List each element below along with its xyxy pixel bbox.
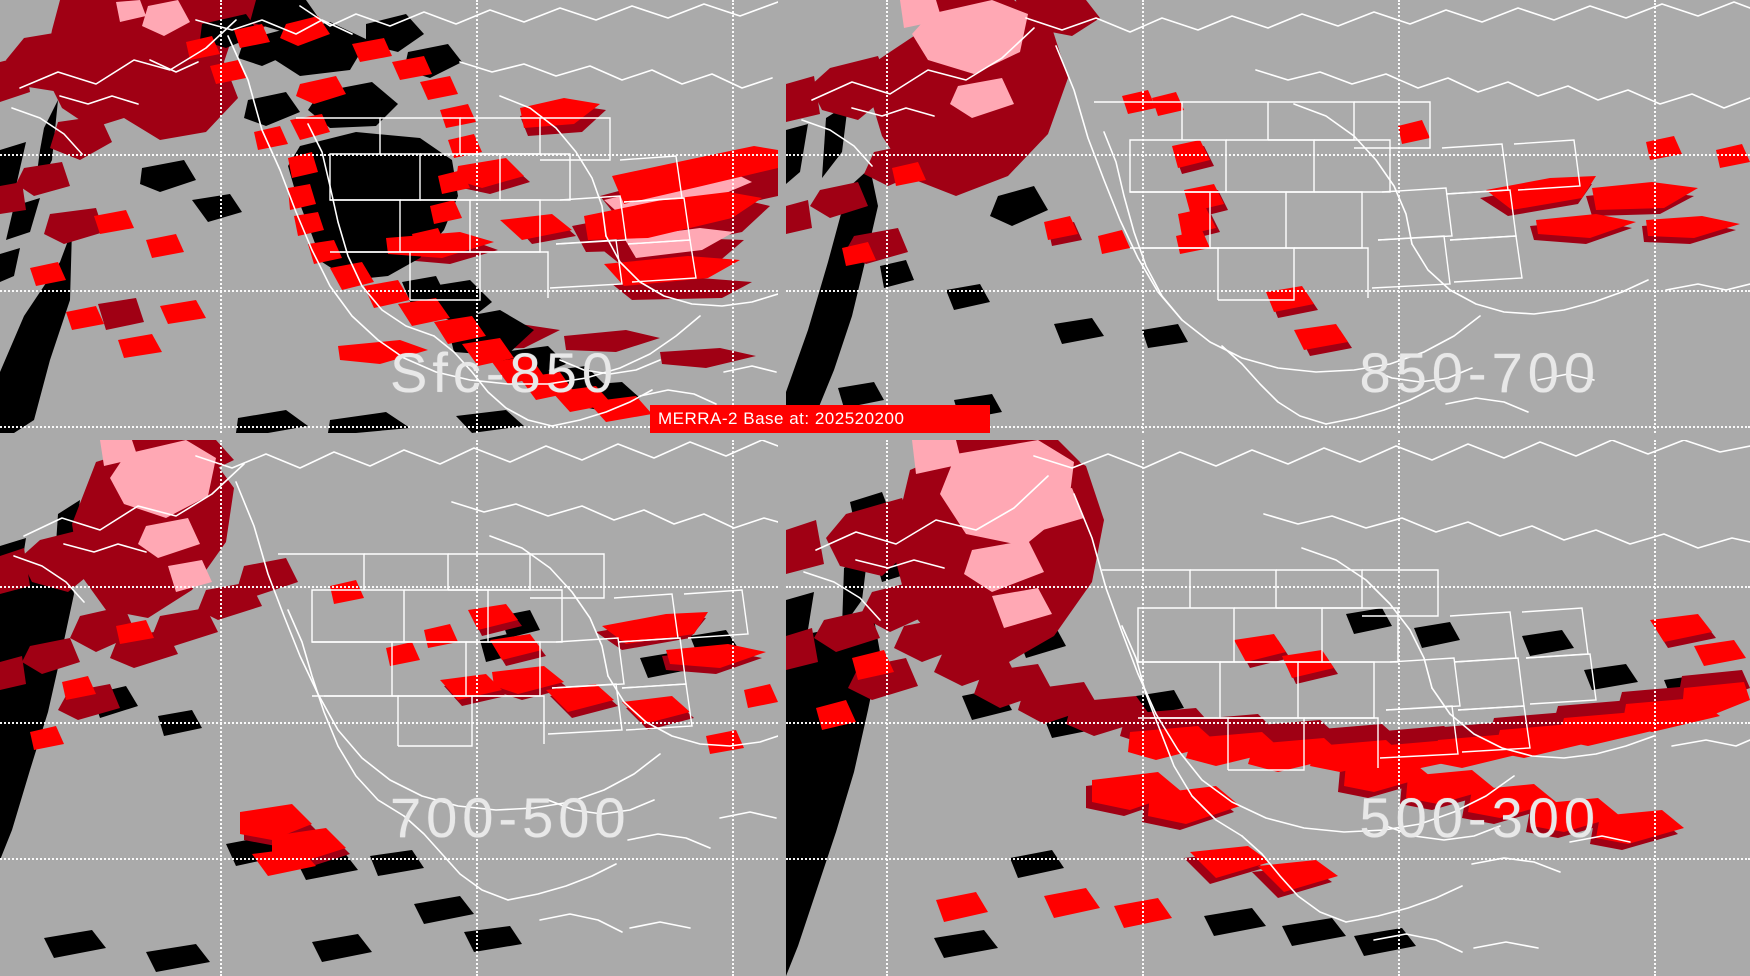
coastline-overlay	[801, 1, 1750, 425]
map-svg-500-300	[786, 440, 1750, 976]
panel-divider-vertical	[778, 0, 786, 976]
panel-label-850-700: 850-700	[1359, 341, 1600, 404]
pink-core-field	[912, 440, 1084, 628]
bright-red-field	[30, 16, 778, 422]
base-time-banner: MERRA-2 Base at: 202520200	[650, 405, 990, 433]
state-borders-overlay	[1094, 101, 1581, 301]
map-area-sfc-850	[0, 0, 778, 433]
state-borders-overlay	[278, 553, 749, 747]
state-borders-overlay	[1102, 569, 1597, 771]
bright-red-field	[816, 614, 1750, 928]
map-svg-sfc-850	[0, 0, 778, 433]
panel-label-sfc-850: Sfc-850	[390, 341, 618, 404]
panel-label-500-300: 500-300	[1359, 786, 1600, 849]
map-area-700-500	[0, 440, 778, 976]
pink-core-field	[900, 0, 1028, 118]
map-area-500-300	[786, 440, 1750, 976]
map-area-850-700	[786, 0, 1750, 433]
map-svg-850-700	[786, 0, 1750, 433]
coastline-overlay	[803, 440, 1750, 953]
coastline-overlay	[13, 440, 778, 933]
panel-label-700-500: 700-500	[390, 786, 631, 849]
bright-red-field	[842, 90, 1750, 350]
panel-700-500[interactable]: 700-500	[0, 440, 778, 976]
panel-850-700[interactable]: 850-700	[786, 0, 1750, 433]
panel-sfc-850[interactable]: Sfc-850	[0, 0, 778, 433]
coastline-overlay	[11, 1, 778, 427]
panel-divider-horizontal	[0, 433, 1750, 440]
map-svg-700-500	[0, 440, 778, 976]
panel-500-300[interactable]: 500-300	[786, 440, 1750, 976]
pink-core-field	[100, 440, 216, 592]
